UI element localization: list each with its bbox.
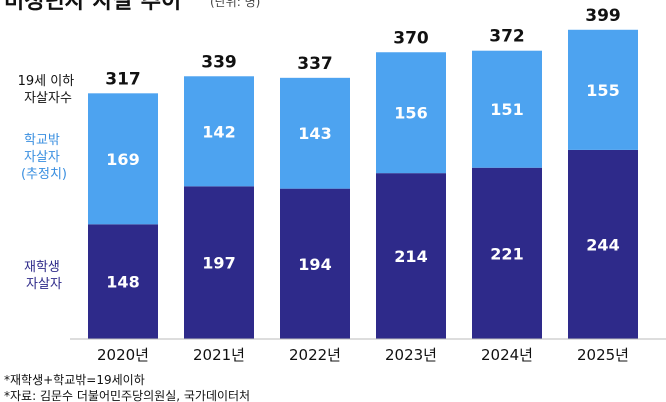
- chart-title: 비청년자 자살 추이: [4, 0, 181, 14]
- legend-outside-school: 학교밖 자살자 (추정치): [21, 133, 67, 182]
- bars-group: [88, 29, 638, 339]
- value-label-enrolled-5: 244: [586, 235, 619, 254]
- value-label-enrolled-2: 194: [298, 255, 331, 274]
- bar-enrolled-0: [88, 224, 158, 339]
- legend-outside-school-line-3: (추정치): [21, 167, 67, 182]
- bar-enrolled-2: [280, 188, 350, 339]
- totals-label-line-2: 자살자수: [24, 91, 72, 106]
- total-label-0: 317: [105, 69, 141, 89]
- bar-enrolled-4: [472, 167, 542, 339]
- legend-enrolled-line-1: 재학생: [24, 260, 60, 275]
- total-label-5: 399: [585, 6, 621, 26]
- bar-outside-school-5: [568, 29, 638, 150]
- total-label-2: 337: [297, 54, 333, 74]
- legend-enrolled: 재학생 자살자: [24, 260, 64, 292]
- total-label-4: 372: [489, 27, 525, 47]
- bar-outside-school-0: [88, 93, 158, 225]
- value-label-outside-school-2: 143: [298, 124, 331, 143]
- value-label-outside-school-4: 151: [490, 100, 523, 119]
- value-label-outside-school-0: 169: [106, 150, 139, 169]
- total-label-1: 339: [201, 52, 237, 72]
- category-label-2: 2022년: [289, 346, 341, 364]
- value-label-outside-school-3: 156: [394, 104, 427, 123]
- total-label-3: 370: [393, 28, 429, 48]
- totals-label-line-1: 19세 이하: [18, 74, 75, 89]
- bar-outside-school-1: [184, 76, 254, 187]
- bar-enrolled-3: [376, 173, 446, 339]
- legend-outside-school-line-2: 자살자: [24, 150, 60, 165]
- legend-outside-school-line-1: 학교밖: [24, 133, 60, 148]
- category-labels: 2020년 2021년 2022년 2023년 2024년 2025년: [97, 346, 629, 364]
- bar-outside-school-2: [280, 77, 350, 189]
- legend-enrolled-line-2: 자살자: [26, 277, 62, 292]
- category-label-1: 2021년: [193, 346, 245, 364]
- value-label-outside-school-1: 142: [202, 122, 235, 141]
- category-label-3: 2023년: [385, 346, 437, 364]
- value-label-enrolled-0: 148: [106, 273, 139, 292]
- footnote-1: *재학생+학교밖=19세이하: [4, 373, 145, 387]
- value-label-enrolled-3: 214: [394, 247, 427, 266]
- bar-outside-school-4: [472, 50, 542, 168]
- bar-enrolled-5: [568, 149, 638, 339]
- labels-group: 148 169 317 197 142 339 194 143 337 214 156 370 221 1…: [105, 6, 621, 292]
- totals-label: 19세 이하 자살자수: [18, 74, 79, 106]
- value-label-outside-school-5: 155: [586, 81, 619, 100]
- value-label-enrolled-1: 197: [202, 254, 235, 273]
- value-label-enrolled-4: 221: [490, 244, 523, 263]
- bar-outside-school-3: [376, 52, 446, 174]
- category-label-4: 2024년: [481, 346, 533, 364]
- footnote-2: *자료: 김문수 더불어민주당의원실, 국가데이터처: [4, 389, 250, 402]
- chart-unit: (단위: 명): [210, 0, 260, 9]
- category-label-0: 2020년: [97, 346, 149, 364]
- category-label-5: 2025년: [577, 346, 629, 364]
- bar-enrolled-1: [184, 186, 254, 339]
